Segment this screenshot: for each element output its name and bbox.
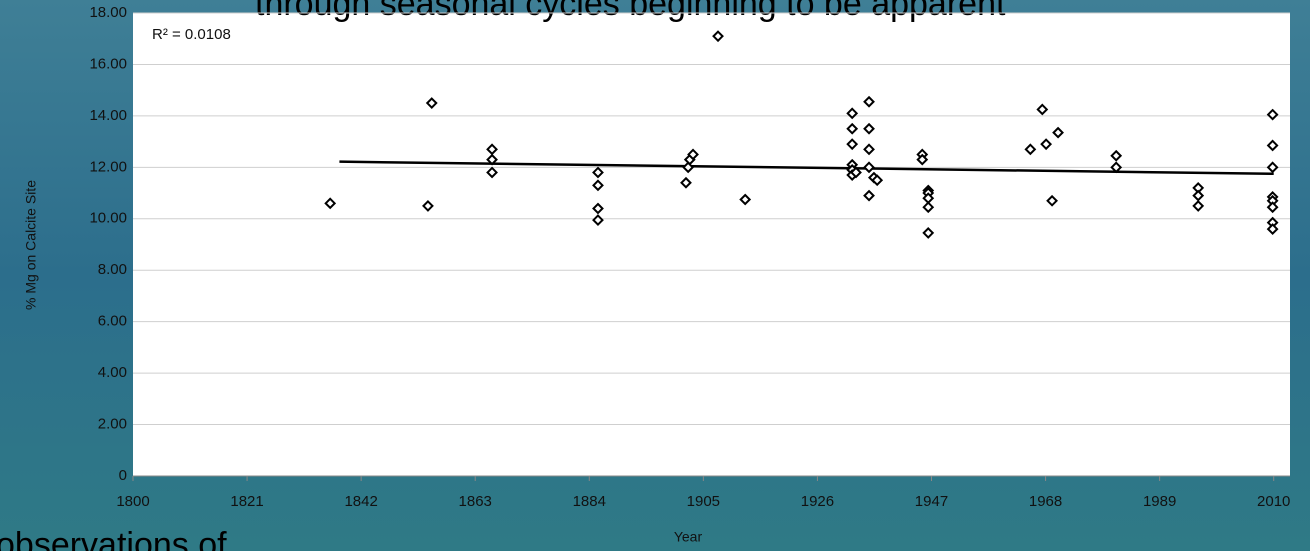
y-tick-label: 16.00	[89, 55, 127, 72]
y-tick-label: 12.00	[89, 158, 127, 175]
x-tick-label: 1926	[801, 493, 834, 510]
y-tick-label: 8.00	[98, 261, 127, 278]
x-tick-label: 1842	[344, 493, 377, 510]
r-squared: R² = 0.0108	[152, 26, 231, 43]
y-tick-label: 4.00	[98, 364, 127, 381]
y-axis-title: % Mg on Calcite Site	[23, 180, 39, 310]
x-tick-label: 1821	[230, 493, 263, 510]
x-tick-label: 1947	[915, 493, 948, 510]
y-tick-label: 18.00	[89, 4, 127, 21]
slide-body: observations of	[0, 526, 227, 551]
x-tick-label: 2010	[1257, 493, 1290, 510]
x-tick-label: 1863	[459, 493, 492, 510]
y-tick-label: 14.00	[89, 107, 127, 124]
y-tick-label: 0	[119, 467, 127, 484]
x-tick-label: 1989	[1143, 493, 1176, 510]
x-tick-label: 1968	[1029, 493, 1062, 510]
y-tick-label: 10.00	[89, 210, 127, 227]
slide: through seasonal cycles beginning to be …	[0, 0, 1310, 551]
slide-heading: through seasonal cycles beginning to be …	[255, 0, 1006, 23]
plot-area	[133, 13, 1290, 476]
x-tick-label: 1884	[573, 493, 606, 510]
x-axis-title: Year	[674, 529, 703, 545]
x-tick-label: 1800	[116, 493, 149, 510]
y-tick-label: 2.00	[98, 416, 127, 433]
y-tick-label: 6.00	[98, 313, 127, 330]
x-tick-label: 1905	[687, 493, 720, 510]
